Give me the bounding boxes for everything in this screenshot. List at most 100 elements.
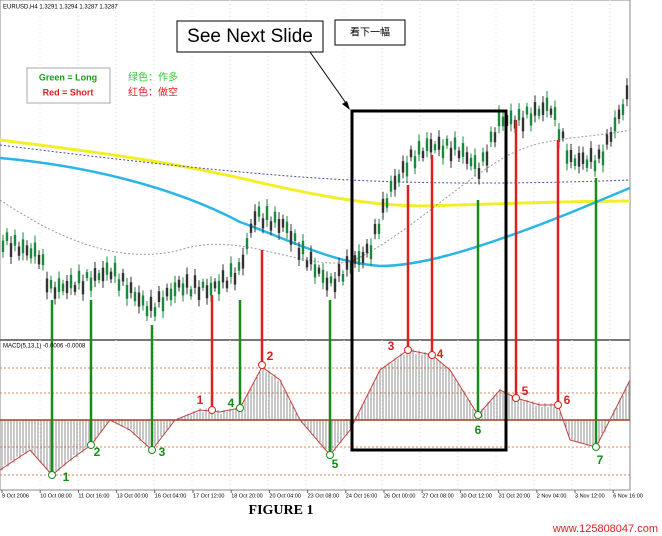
candle-body (93, 268, 97, 281)
candle-body (21, 239, 25, 254)
candle-body (29, 248, 33, 259)
date-label: 20 Oct 04:00 (269, 493, 301, 499)
signal-dot (48, 471, 56, 479)
candle-body (537, 108, 541, 116)
candle-body (545, 97, 549, 111)
candle-body (317, 267, 321, 274)
candle-body (393, 175, 397, 190)
signal-dot (148, 446, 156, 454)
candle-body (609, 131, 613, 142)
candle-body (205, 285, 209, 299)
arrow-head (342, 101, 350, 110)
signal-dot (236, 404, 244, 412)
caption: FIGURE 1 (249, 503, 314, 518)
candle-body (213, 281, 217, 289)
candle-body (129, 282, 133, 294)
candle-body (357, 251, 361, 266)
candle-body (401, 161, 405, 173)
candle-body (453, 137, 457, 150)
candle-body (445, 138, 449, 146)
candle-body (529, 113, 533, 126)
candle-body (585, 159, 589, 168)
signals: 1 2 3 1 4 2 5 3 4 6 5 6 7 (48, 120, 604, 484)
candle-body (341, 274, 345, 282)
candle-body (525, 106, 529, 115)
candle-body (577, 152, 581, 167)
date-label: 24 Oct 16:00 (346, 493, 378, 499)
candle-body (493, 132, 497, 143)
candle-body (217, 280, 221, 295)
date-label: 16 Oct 04:00 (155, 493, 187, 499)
date-label: 3 Nov 12:00 (575, 493, 605, 499)
date-label: 30 Oct 12:00 (460, 493, 492, 499)
candle-body (285, 221, 289, 234)
candle-body (409, 149, 413, 158)
signal-dot (208, 406, 216, 414)
candle-body (437, 136, 441, 150)
callout-arrow (309, 51, 349, 107)
candle-body (429, 139, 433, 153)
indicator-label: MACD(5,13,1) -0.0006 -0.0008 (3, 344, 86, 350)
ma-dotted (0, 144, 631, 184)
candle-body (593, 160, 597, 172)
candle-body (269, 221, 273, 231)
macd-signal (0, 349, 631, 476)
date-label: 10 Oct 08:00 (40, 493, 71, 499)
candle-body (425, 138, 429, 151)
candle-body (41, 254, 45, 266)
candle-body (25, 245, 29, 256)
signal-dot (326, 451, 334, 459)
candle-body (345, 256, 349, 270)
candle-body (353, 255, 357, 264)
candle-body (469, 157, 473, 167)
legend-long: Green = Long (39, 72, 97, 82)
candle-body (497, 112, 501, 127)
watermark: www.125808047.com (552, 523, 658, 535)
signal-dot (512, 394, 520, 402)
callout-box-cn (334, 19, 406, 46)
candle-body (73, 285, 77, 292)
signal-label: 2 (267, 349, 274, 363)
signal-label: 6 (564, 393, 571, 407)
signal-label: 5 (332, 457, 339, 471)
candle-body (621, 104, 625, 115)
candle-body (321, 269, 325, 283)
candle-body (521, 117, 525, 132)
candle-body (161, 297, 165, 312)
candle-body (53, 287, 57, 299)
signal-dot (428, 351, 436, 359)
signal-label: 3 (159, 445, 166, 459)
date-label: 13 Oct 00:00 (117, 493, 149, 499)
candle-body (485, 151, 489, 166)
candle-body (573, 158, 577, 166)
callout-text: See Next Slide (187, 26, 313, 47)
candle-body (549, 108, 553, 115)
candle-body (209, 282, 213, 296)
candle-body (261, 218, 265, 229)
candle-body (13, 234, 17, 246)
candle-body (201, 281, 205, 288)
ma-yellow (0, 138, 631, 208)
candle-body (241, 254, 245, 269)
candle-body (461, 143, 465, 157)
ma-grey (0, 129, 631, 264)
date-label: 11 Oct 16:00 (78, 493, 109, 499)
candle-body (541, 102, 545, 115)
candle-body (225, 280, 229, 289)
candle-body (89, 277, 93, 291)
candle-body (457, 150, 461, 159)
candle-body (557, 129, 561, 143)
candle-body (433, 144, 437, 151)
date-label: 2 Nov 04:00 (537, 493, 567, 499)
candle-body (97, 273, 101, 281)
candle-body (165, 287, 169, 297)
symbol-label: EURUSD,H4 1.3291 1.3294 1.3287 1.3287 (3, 5, 118, 11)
candle-body (265, 206, 269, 220)
signal-dot (474, 411, 482, 419)
legend-long-cn: 绿色：作多 (128, 71, 178, 84)
candle-body (449, 147, 453, 162)
candle-body (233, 273, 237, 285)
candle-body (553, 107, 557, 121)
candle-body (181, 283, 185, 296)
